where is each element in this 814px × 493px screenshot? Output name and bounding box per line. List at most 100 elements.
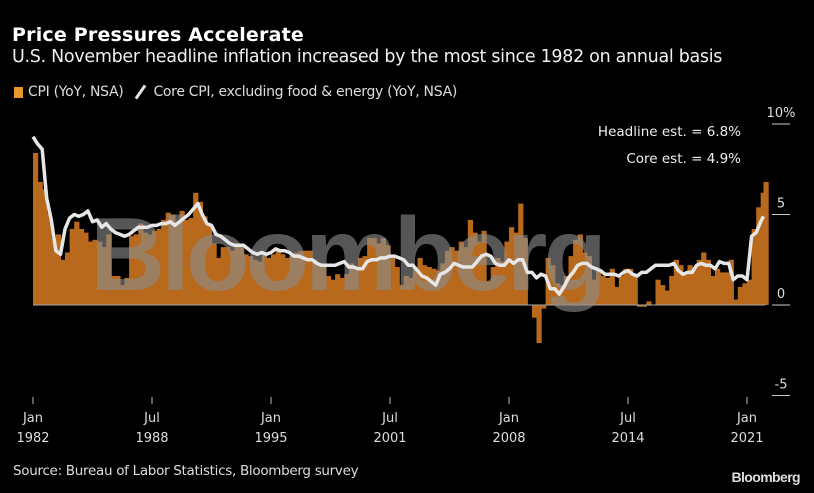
cpi-bar: [129, 236, 135, 305]
x-tick-label: Jan: [736, 411, 757, 426]
cpi-bar: [477, 241, 483, 305]
cpi-bar: [518, 203, 524, 305]
cpi-bar: [78, 229, 84, 305]
cpi-bar: [353, 267, 359, 305]
y-tick-label: 5: [777, 197, 785, 212]
cpi-bar: [312, 259, 318, 306]
cpi-bar: [509, 227, 515, 305]
cpi-bar: [426, 267, 432, 305]
cpi-bar: [618, 276, 624, 305]
cpi-bar: [147, 234, 153, 305]
cpi-bar: [440, 263, 446, 305]
x-tick-label: Jul: [619, 411, 636, 426]
cpi-bar: [472, 232, 478, 305]
bloomberg-logo: Bloomberg: [731, 469, 801, 485]
cpi-bar: [243, 254, 249, 305]
cpi-bar: [120, 285, 126, 305]
cpi-bar: [257, 261, 263, 305]
cpi-bar: [339, 277, 345, 305]
cpi-bar: [531, 305, 538, 318]
cpi-bar: [673, 259, 679, 306]
cpi-bar: [582, 252, 588, 305]
cpi-bar: [321, 267, 327, 305]
cpi-bar: [664, 290, 670, 305]
x-tick-label: 2014: [611, 431, 644, 446]
cpi-bar: [655, 279, 661, 305]
cpi-bar: [51, 238, 57, 305]
cpi-bar: [577, 234, 583, 305]
cpi-bar: [174, 223, 181, 305]
cpi-bar: [325, 276, 332, 305]
cpi-bar: [83, 232, 89, 305]
x-tick-label: 2021: [730, 431, 763, 446]
cpi-bar: [216, 257, 222, 305]
cpi-bar: [69, 229, 75, 305]
cpi-bar: [271, 254, 277, 305]
cpi-bar: [422, 265, 428, 305]
y-axis: 10% 5 0 -5: [767, 106, 796, 396]
cpi-bar: [559, 285, 565, 305]
cpi-bar: [248, 256, 254, 305]
cpi-bar: [234, 245, 240, 305]
cpi-bar: [568, 256, 574, 305]
cpi-bar: [495, 257, 501, 305]
cpi-bar: [458, 241, 464, 305]
cpi-bar: [394, 267, 400, 305]
cpi-bar: [220, 247, 226, 305]
cpi-bar: [97, 241, 103, 305]
x-tick-label: 1982: [16, 431, 49, 446]
cpi-bar: [188, 218, 194, 305]
cpi-bar: [316, 265, 322, 305]
annotation-core: Core est. = 4.9%: [626, 151, 741, 167]
cpi-bar: [60, 259, 66, 306]
cpi-bar: [152, 230, 158, 305]
cpi-bar: [733, 299, 739, 305]
cpi-bar: [641, 305, 647, 307]
cpi-bar: [614, 286, 620, 305]
cpi-bar: [106, 234, 112, 305]
cpi-bar: [710, 276, 716, 305]
cpi-bar: [202, 216, 208, 305]
cpi-bar: [170, 214, 176, 305]
cpi-bar: [367, 238, 373, 305]
cpi-bar: [115, 276, 121, 305]
cpi-bar: [298, 250, 304, 305]
cpi-bar: [380, 238, 386, 305]
cpi-bar: [197, 201, 203, 305]
cpi-bar: [211, 243, 217, 305]
legend: CPI (YoY, NSA) Core CPI, excluding food …: [14, 84, 457, 100]
cpi-bar: [486, 281, 492, 305]
cpi-bar: [760, 192, 766, 305]
cpi-bar: [536, 305, 542, 343]
cpi-bar: [490, 267, 496, 305]
cpi-bar: [541, 305, 547, 309]
cpi-bar: [330, 279, 336, 305]
cpi-bar: [573, 239, 579, 305]
cpi-bar: [705, 259, 711, 306]
cpi-bar: [293, 252, 300, 305]
cpi-bar: [385, 245, 391, 305]
x-tick-label: 2008: [492, 431, 525, 446]
y-tick-label: 10%: [767, 106, 796, 121]
cpi-bar: [37, 181, 43, 305]
cpi-bar: [376, 243, 382, 305]
cpi-bar: [307, 250, 313, 305]
cpi-bar: [156, 229, 162, 305]
source-note: Source: Bureau of Labor Statistics, Bloo…: [13, 463, 359, 479]
cpi-bar: [628, 268, 634, 305]
cpi-bar: [110, 276, 116, 305]
cpi-bar: [133, 234, 139, 305]
x-tick-label: 2001: [373, 431, 406, 446]
core-line-group: [31, 135, 766, 296]
chart-title: Price Pressures Accelerate: [12, 24, 304, 46]
legend-core-label: Core CPI, excluding food & energy (YoY, …: [153, 84, 458, 100]
cpi-bar: [33, 153, 39, 305]
watermark: Bloomberg: [90, 197, 603, 313]
cpi-bar: [303, 250, 309, 305]
cpi-bar: [92, 239, 98, 305]
cpi-bar: [605, 277, 611, 305]
cpi-bar: [165, 212, 171, 305]
cpi-bar: [280, 254, 286, 305]
cpi-bar: [239, 247, 245, 305]
